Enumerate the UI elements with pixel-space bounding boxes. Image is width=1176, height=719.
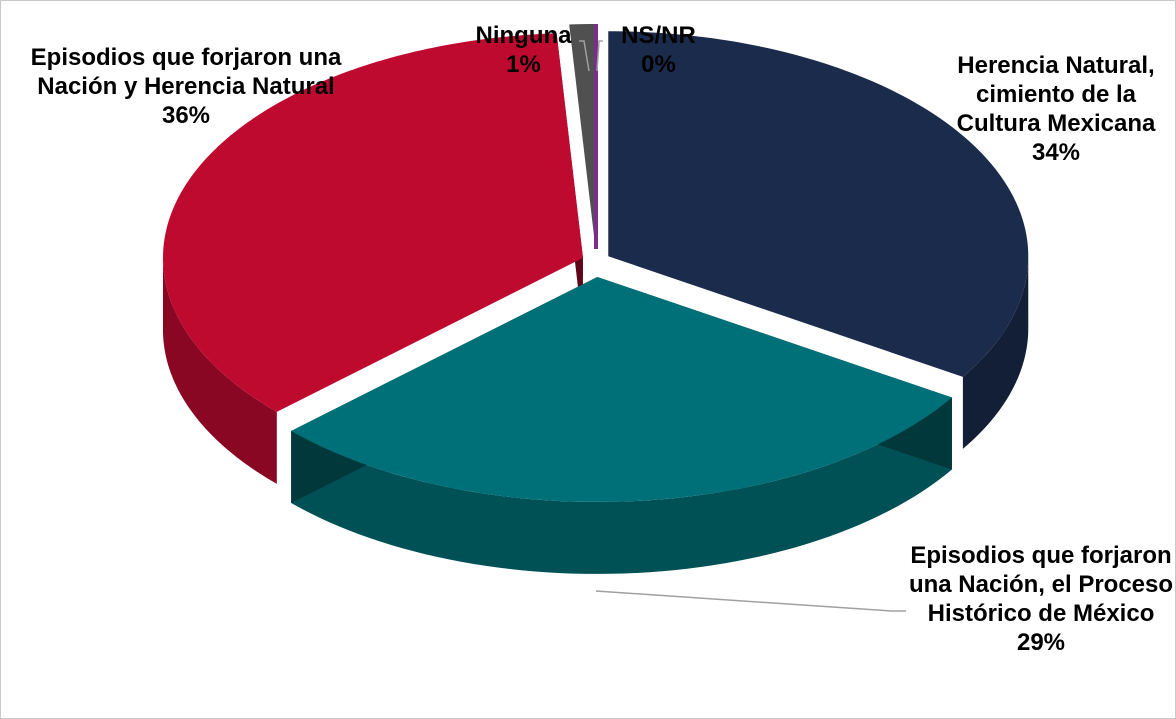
value-label: 34% <box>1031 139 1081 166</box>
slice-label: NS/NR 0% <box>606 21 711 79</box>
slice <box>569 24 596 250</box>
slice-label: Herencia Natural, cimiento de la Cultura… <box>931 51 1175 167</box>
category-label: NS/NR <box>621 22 696 49</box>
slice-label: Ninguna 1% <box>456 21 591 79</box>
value-label: 29% <box>1016 629 1066 656</box>
slice-label: Episodios que forjaron una Nación, el Pr… <box>906 541 1175 657</box>
slice-label: Episodios que forjaron una Nación y Here… <box>21 43 351 130</box>
slice <box>608 31 1029 377</box>
slice <box>162 33 583 412</box>
value-label: 1% <box>506 51 541 78</box>
slice-side <box>962 256 1029 449</box>
slice-side <box>162 257 277 484</box>
leader-line <box>595 590 906 612</box>
slice <box>291 276 952 502</box>
leader-line <box>579 40 590 72</box>
category-label: Ninguna <box>475 22 572 49</box>
slice-side <box>291 397 952 574</box>
leader-line <box>596 40 603 72</box>
category-label: Episodios que forjaron una Nación, el Pr… <box>908 542 1174 627</box>
value-label: 36% <box>161 102 211 129</box>
value-label: 0% <box>641 51 676 78</box>
category-label: Episodios que forjaron una Nación y Here… <box>30 44 342 100</box>
category-label: Herencia Natural, cimiento de la Cultura… <box>956 52 1156 137</box>
